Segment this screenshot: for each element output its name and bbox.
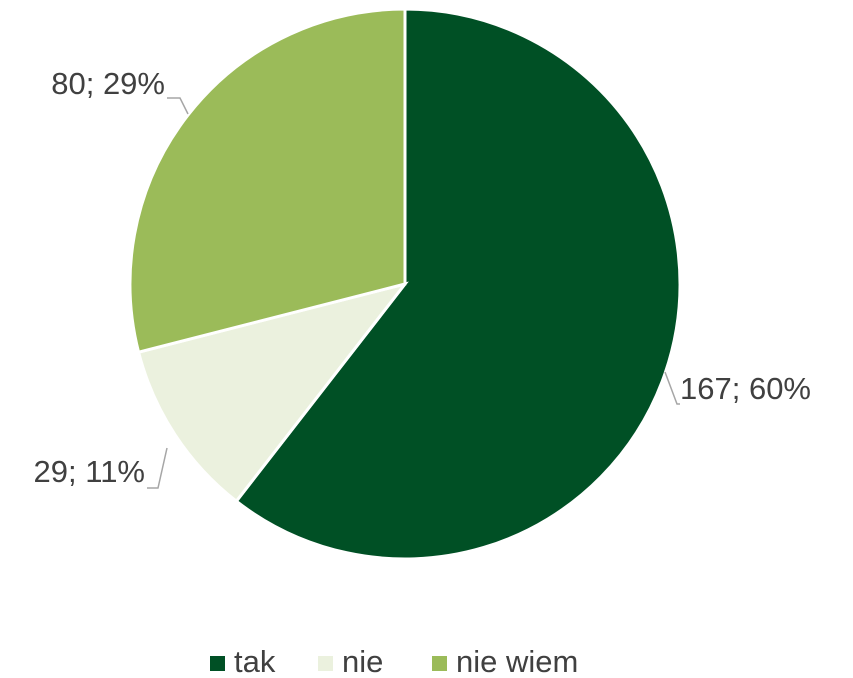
- data-label: 167; 60%: [680, 371, 811, 406]
- leader-line: [167, 97, 189, 115]
- pie-slice: [136, 281, 409, 504]
- legend-label: tak: [234, 644, 276, 678]
- data-label: 80; 29%: [51, 66, 165, 101]
- legend-swatch: [210, 656, 225, 671]
- pie-slice: [128, 7, 407, 354]
- leader-line: [147, 447, 168, 489]
- leader-line: [664, 371, 680, 405]
- legend-swatch: [318, 656, 333, 671]
- legend-swatch: [432, 656, 447, 671]
- data-label: 29; 11%: [34, 454, 145, 489]
- legend-label: nie wiem: [456, 644, 578, 678]
- legend-label: nie: [342, 644, 383, 678]
